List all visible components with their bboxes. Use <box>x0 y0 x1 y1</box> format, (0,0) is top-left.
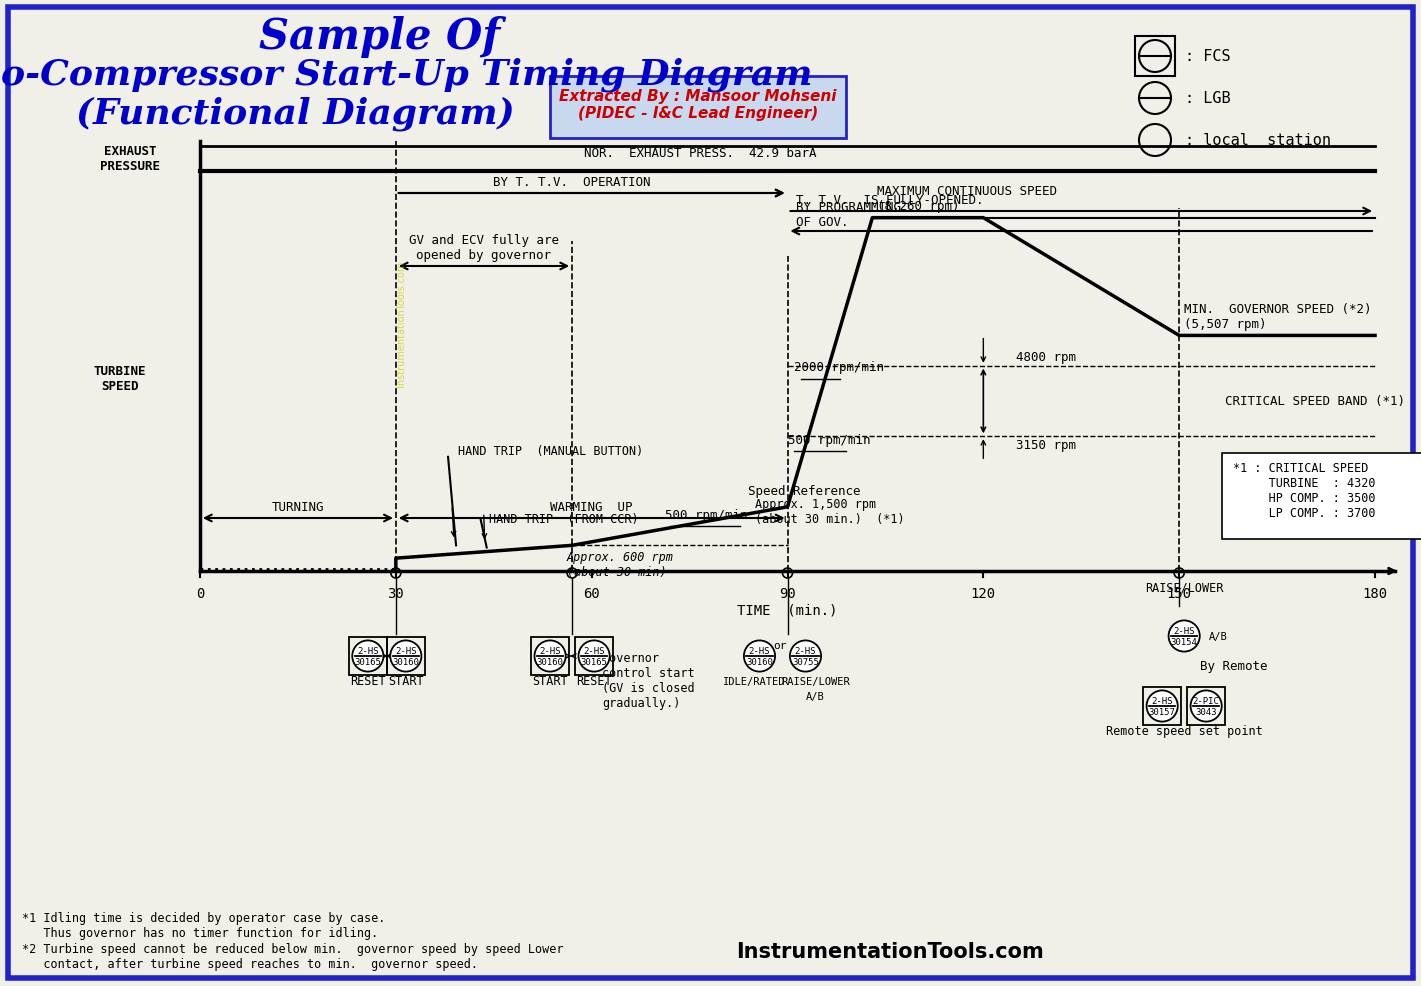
Text: : local  station: : local station <box>1185 133 1331 148</box>
Text: A/B: A/B <box>1209 631 1228 641</box>
Text: *1 Idling time is decided by operator case by case.
   Thus governor has no time: *1 Idling time is decided by operator ca… <box>21 911 385 939</box>
Text: TURNING: TURNING <box>271 501 324 514</box>
Text: Governor
control start
(GV is closed
gradually.): Governor control start (GV is closed gra… <box>603 652 695 709</box>
Text: 500 rpm/min: 500 rpm/min <box>787 434 870 447</box>
Bar <box>1187 687 1225 726</box>
Text: Turbo-Compressor Start-Up Timing Diagram: Turbo-Compressor Start-Up Timing Diagram <box>0 58 813 92</box>
Bar <box>1142 687 1181 726</box>
Text: RAISE/LOWER: RAISE/LOWER <box>782 676 850 686</box>
Text: MIN.  GOVERNOR SPEED (*2)
(5,507 rpm): MIN. GOVERNOR SPEED (*2) (5,507 rpm) <box>1184 303 1371 331</box>
Circle shape <box>1168 621 1199 652</box>
Text: START: START <box>533 674 568 687</box>
Text: 30: 30 <box>388 587 404 600</box>
Circle shape <box>534 641 566 671</box>
Text: 3150 rpm: 3150 rpm <box>1016 439 1076 452</box>
Text: T. T.V.  IS FULLY-OPENED.: T. T.V. IS FULLY-OPENED. <box>796 194 983 207</box>
Text: Sample Of: Sample Of <box>260 16 500 58</box>
Bar <box>1135 36 1175 77</box>
Text: 30165: 30165 <box>581 657 608 667</box>
Text: Speed Reference: Speed Reference <box>749 484 861 497</box>
Text: InstrumentationTools.com: InstrumentationTools.com <box>396 260 406 387</box>
Text: 120: 120 <box>971 587 996 600</box>
Text: Extracted By : Mansoor Mohseni
(PIDEC - I&C Lead Engineer): Extracted By : Mansoor Mohseni (PIDEC - … <box>560 89 837 121</box>
Text: 150: 150 <box>1167 587 1192 600</box>
Text: Remote speed set point: Remote speed set point <box>1106 725 1262 738</box>
Text: (Functional Diagram): (Functional Diagram) <box>75 97 514 131</box>
Text: 2-HS: 2-HS <box>540 647 561 656</box>
Bar <box>531 637 568 675</box>
Circle shape <box>745 641 774 671</box>
Text: 2-HS: 2-HS <box>395 647 416 656</box>
Text: Approx. 600 rpm
(about 30 min): Approx. 600 rpm (about 30 min) <box>567 551 674 579</box>
Text: HAND TRIP  (MANUAL BUTTON): HAND TRIP (MANUAL BUTTON) <box>458 445 644 458</box>
Text: RESET: RESET <box>577 674 612 687</box>
Text: By Remote: By Remote <box>1201 660 1268 672</box>
Text: GV and ECV fully are
opened by governor: GV and ECV fully are opened by governor <box>409 234 558 261</box>
Text: BY T. T.V.  OPERATION: BY T. T.V. OPERATION <box>493 176 651 188</box>
Text: WARMING  UP: WARMING UP <box>550 501 632 514</box>
Bar <box>387 637 425 675</box>
Text: 2-HS: 2-HS <box>584 647 605 656</box>
FancyBboxPatch shape <box>550 77 845 139</box>
Circle shape <box>1147 691 1178 722</box>
Text: 30160: 30160 <box>537 657 564 667</box>
Text: 2-HS: 2-HS <box>1174 626 1195 636</box>
Text: A/B: A/B <box>806 691 824 701</box>
Text: EXHAUST
PRESSURE: EXHAUST PRESSURE <box>99 145 161 174</box>
Text: 180: 180 <box>1363 587 1387 600</box>
Text: START: START <box>388 674 423 687</box>
Text: 2-HS: 2-HS <box>357 647 378 656</box>
Text: : LGB: : LGB <box>1185 92 1231 106</box>
Text: 30160: 30160 <box>392 657 419 667</box>
Circle shape <box>391 641 422 671</box>
Text: or: or <box>774 640 787 651</box>
Text: 0: 0 <box>196 587 205 600</box>
Text: 30157: 30157 <box>1148 707 1175 716</box>
Text: 3043: 3043 <box>1195 707 1216 716</box>
Bar <box>348 637 387 675</box>
Text: InstrumentationTools.com: InstrumentationTools.com <box>736 941 1044 961</box>
Text: 2000 rpm/min: 2000 rpm/min <box>794 361 884 374</box>
Text: TIME  (min.): TIME (min.) <box>737 603 838 617</box>
Text: 90: 90 <box>779 587 796 600</box>
Text: NOR.  EXHAUST PRESS.  42.9 barA: NOR. EXHAUST PRESS. 42.9 barA <box>584 147 816 160</box>
Text: : FCS: : FCS <box>1185 49 1231 64</box>
Text: 30154: 30154 <box>1171 637 1198 646</box>
Text: RAISE/LOWER: RAISE/LOWER <box>1145 582 1223 595</box>
Text: IDLE/RATED: IDLE/RATED <box>723 676 786 686</box>
Circle shape <box>578 641 610 671</box>
Circle shape <box>790 641 821 671</box>
Text: HAND TRIP  (FROM CCR): HAND TRIP (FROM CCR) <box>489 512 638 526</box>
Text: *1 : CRITICAL SPEED
     TURBINE  : 4320
     HP COMP. : 3500
     LP COMP. : 37: *1 : CRITICAL SPEED TURBINE : 4320 HP CO… <box>1233 461 1376 520</box>
Text: 60: 60 <box>583 587 600 600</box>
FancyBboxPatch shape <box>1222 454 1421 539</box>
Text: 2-HS: 2-HS <box>1151 696 1172 705</box>
Text: MAXIMUM CONTINUOUS SPEED
(8,260 rpm): MAXIMUM CONTINUOUS SPEED (8,260 rpm) <box>877 184 1057 212</box>
Text: RESET: RESET <box>350 674 385 687</box>
Text: *2 Turbine speed cannot be reduced below min.  governor speed by speed Lower
   : *2 Turbine speed cannot be reduced below… <box>21 942 564 970</box>
Text: CRITICAL SPEED BAND (*1): CRITICAL SPEED BAND (*1) <box>1225 395 1405 408</box>
Text: 2-HS: 2-HS <box>749 647 770 656</box>
Circle shape <box>1191 691 1222 722</box>
Text: TURBINE
SPEED: TURBINE SPEED <box>94 365 146 393</box>
Text: 30165: 30165 <box>354 657 381 667</box>
Text: BY PROGRAMMING
OF GOV.: BY PROGRAMMING OF GOV. <box>796 201 901 229</box>
Text: 30755: 30755 <box>791 657 818 667</box>
Text: 2-HS: 2-HS <box>794 647 816 656</box>
Bar <box>576 637 612 675</box>
Text: Approx. 1,500 rpm
(about 30 min.)  (*1): Approx. 1,500 rpm (about 30 min.) (*1) <box>755 498 905 526</box>
Text: 2-PIC: 2-PIC <box>1192 696 1219 705</box>
Circle shape <box>352 641 384 671</box>
Text: 500 rpm/min: 500 rpm/min <box>665 509 747 522</box>
Text: 4800 rpm: 4800 rpm <box>1016 350 1076 363</box>
Text: 30160: 30160 <box>746 657 773 667</box>
